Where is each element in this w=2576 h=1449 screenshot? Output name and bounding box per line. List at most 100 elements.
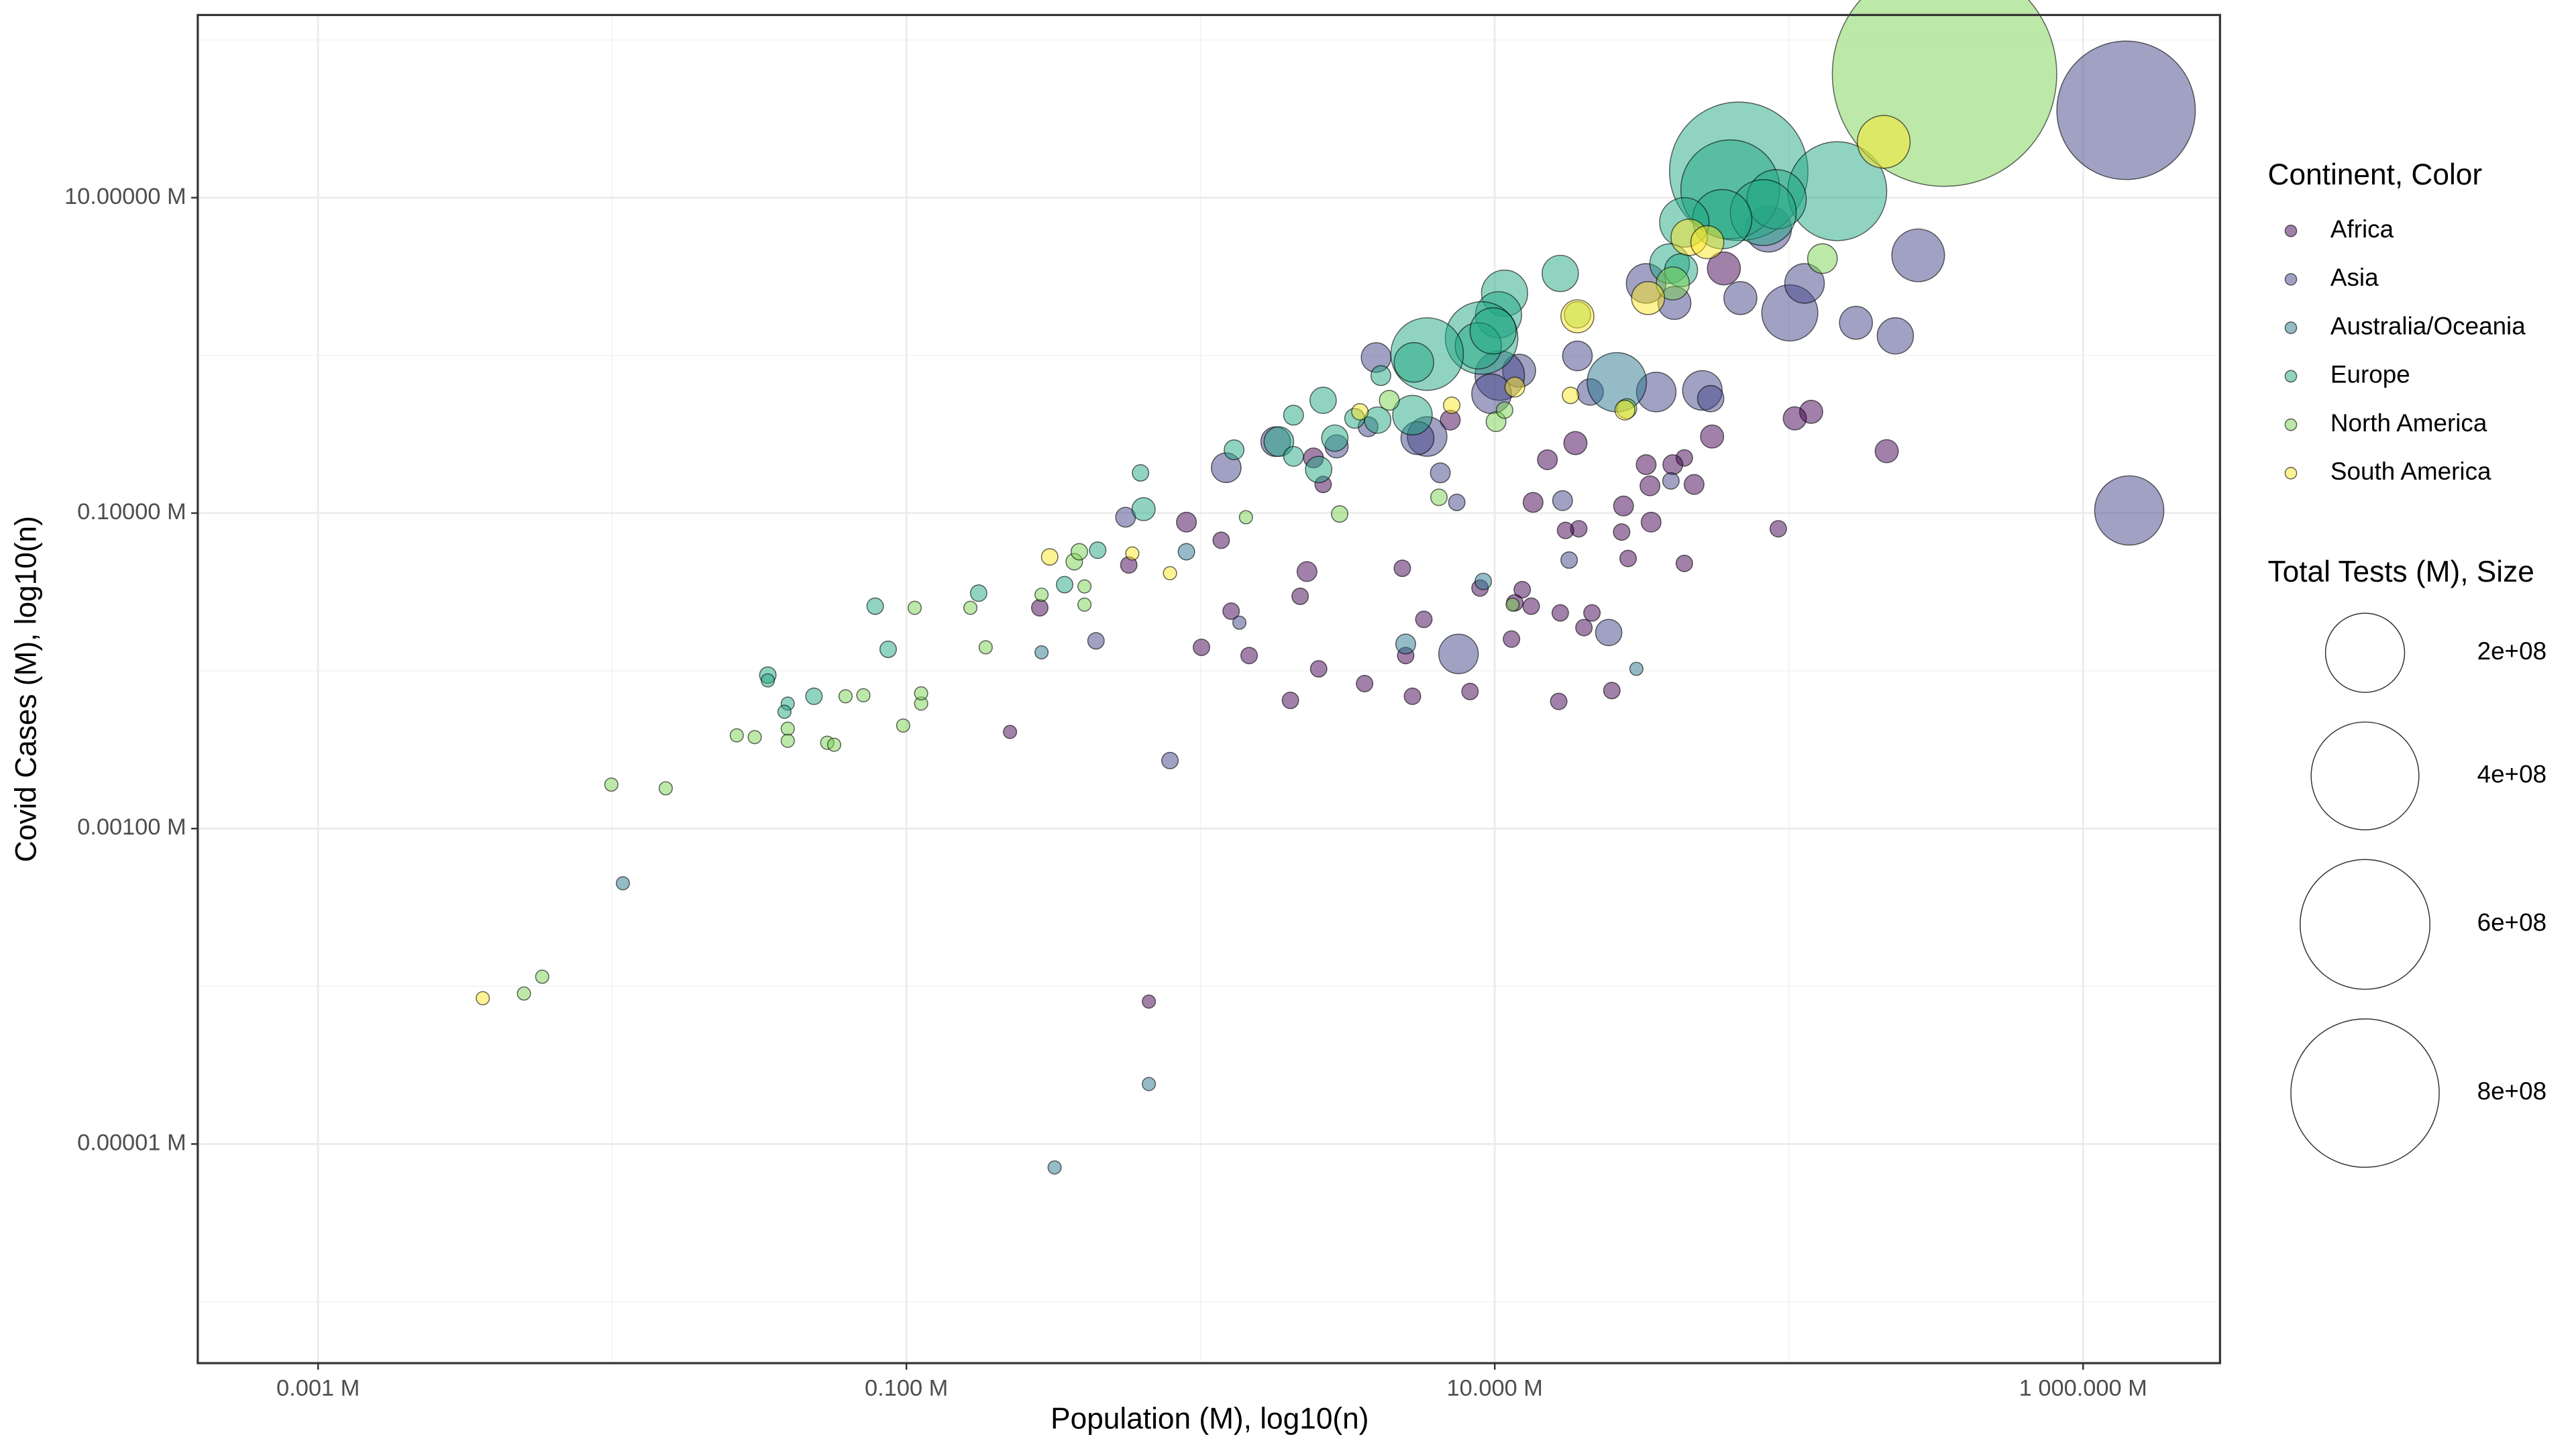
- bubble: [1839, 305, 1873, 340]
- bubble: [1395, 633, 1416, 655]
- x-axis-title: Population (M), log10(n): [1051, 1403, 1368, 1436]
- bubble: [1461, 682, 1479, 700]
- bubble: [1614, 399, 1635, 421]
- bubble: [1034, 645, 1049, 660]
- size-legend-label: 8e+08: [2477, 1077, 2546, 1105]
- bubble: [1089, 541, 1107, 559]
- bubble: [879, 640, 898, 658]
- bubble: [1556, 521, 1574, 539]
- bubble: [1662, 454, 1684, 476]
- bubble: [826, 737, 842, 752]
- bubble: [1769, 520, 1787, 538]
- bubble: [2094, 475, 2165, 546]
- bubble: [517, 986, 531, 1001]
- bubble: [1142, 994, 1157, 1009]
- bubble: [1560, 551, 1578, 569]
- legend-label: Asia: [2330, 264, 2379, 291]
- bubble: [1193, 638, 1211, 656]
- size-legend-key: [2300, 859, 2431, 990]
- bubble: [1891, 228, 1945, 282]
- bubble: [1240, 647, 1258, 665]
- bubble: [1675, 554, 1693, 572]
- y-axis-title: Covid Cases (M), log10(n): [9, 516, 42, 862]
- bubble: [761, 673, 775, 688]
- bubble: [1224, 439, 1245, 461]
- bubble: [969, 584, 987, 602]
- size-legend-label: 2e+08: [2477, 637, 2546, 665]
- bubble: [1562, 386, 1580, 405]
- bubble: [780, 721, 795, 736]
- bubble: [1077, 579, 1092, 594]
- bubble: [1438, 633, 1479, 675]
- bubble: [1040, 548, 1059, 566]
- bubble: [1163, 566, 1177, 581]
- bubble: [729, 728, 744, 743]
- bubble: [1430, 488, 1448, 506]
- legend-key: [2284, 273, 2298, 286]
- bubble: [1856, 115, 1911, 169]
- x-tick-label: 1 000.000 M: [2019, 1375, 2147, 1401]
- bubble: [1003, 724, 1018, 739]
- bubble: [1232, 615, 1247, 630]
- bubble: [1131, 496, 1156, 521]
- bubble: [1723, 281, 1758, 315]
- bubble: [1683, 474, 1705, 495]
- bubble: [1522, 492, 1544, 513]
- bubble: [1321, 424, 1349, 452]
- bubble: [1296, 561, 1318, 582]
- bubble: [658, 781, 673, 796]
- bubble: [1707, 251, 1741, 286]
- y-tick-label: 0.00001 M: [77, 1130, 186, 1155]
- bubble: [1522, 597, 1540, 615]
- bubble: [1603, 682, 1621, 700]
- bubble: [1161, 751, 1179, 769]
- bubble: [1640, 475, 1661, 496]
- bubble: [1125, 546, 1140, 561]
- bubble: [1640, 511, 1662, 533]
- bubble: [1142, 1077, 1157, 1091]
- size-legend-key: [2310, 721, 2420, 830]
- bubble: [856, 688, 871, 703]
- bubble: [1700, 424, 1725, 449]
- bubble: [1448, 493, 1466, 511]
- bubble: [1077, 597, 1092, 612]
- y-tick-label: 10.00000 M: [64, 184, 186, 209]
- bubble: [1087, 632, 1105, 650]
- points: [476, 0, 2196, 1175]
- bubble: [604, 777, 619, 792]
- legend-label: Europe: [2330, 361, 2410, 388]
- bubble: [1291, 587, 1309, 605]
- x-tick-label: 10.000 M: [1447, 1375, 1543, 1401]
- bubble: [978, 640, 993, 655]
- bubble: [1176, 511, 1197, 533]
- bubble: [777, 704, 792, 719]
- legend-label: North America: [2330, 409, 2487, 437]
- bubble: [1782, 406, 1807, 431]
- bubble: [1222, 602, 1240, 621]
- bubble: [1552, 490, 1573, 511]
- bubble: [1070, 543, 1088, 561]
- plot-background: [197, 15, 2220, 1364]
- bubble: [1281, 692, 1299, 710]
- bubble: [1379, 390, 1400, 411]
- bubble: [1662, 472, 1680, 490]
- bubble: [1469, 307, 1517, 355]
- bubble: [1629, 661, 1644, 676]
- bubble: [1513, 581, 1532, 599]
- bubble: [1305, 455, 1333, 484]
- bubble: [1212, 531, 1230, 549]
- bubble: [1613, 523, 1631, 541]
- bubble: [1056, 576, 1074, 594]
- bubble: [963, 600, 978, 615]
- bubble: [1392, 394, 1433, 436]
- bubble: [1583, 604, 1601, 622]
- bubble: [2056, 40, 2196, 180]
- bubble: [1876, 317, 1915, 355]
- size-legend-title: Total Tests (M), Size: [2268, 555, 2534, 588]
- bubble: [1613, 495, 1634, 517]
- bubble: [1443, 396, 1461, 415]
- legend-key: [2284, 418, 2298, 431]
- bubble: [1351, 402, 1369, 421]
- bubble: [476, 991, 490, 1006]
